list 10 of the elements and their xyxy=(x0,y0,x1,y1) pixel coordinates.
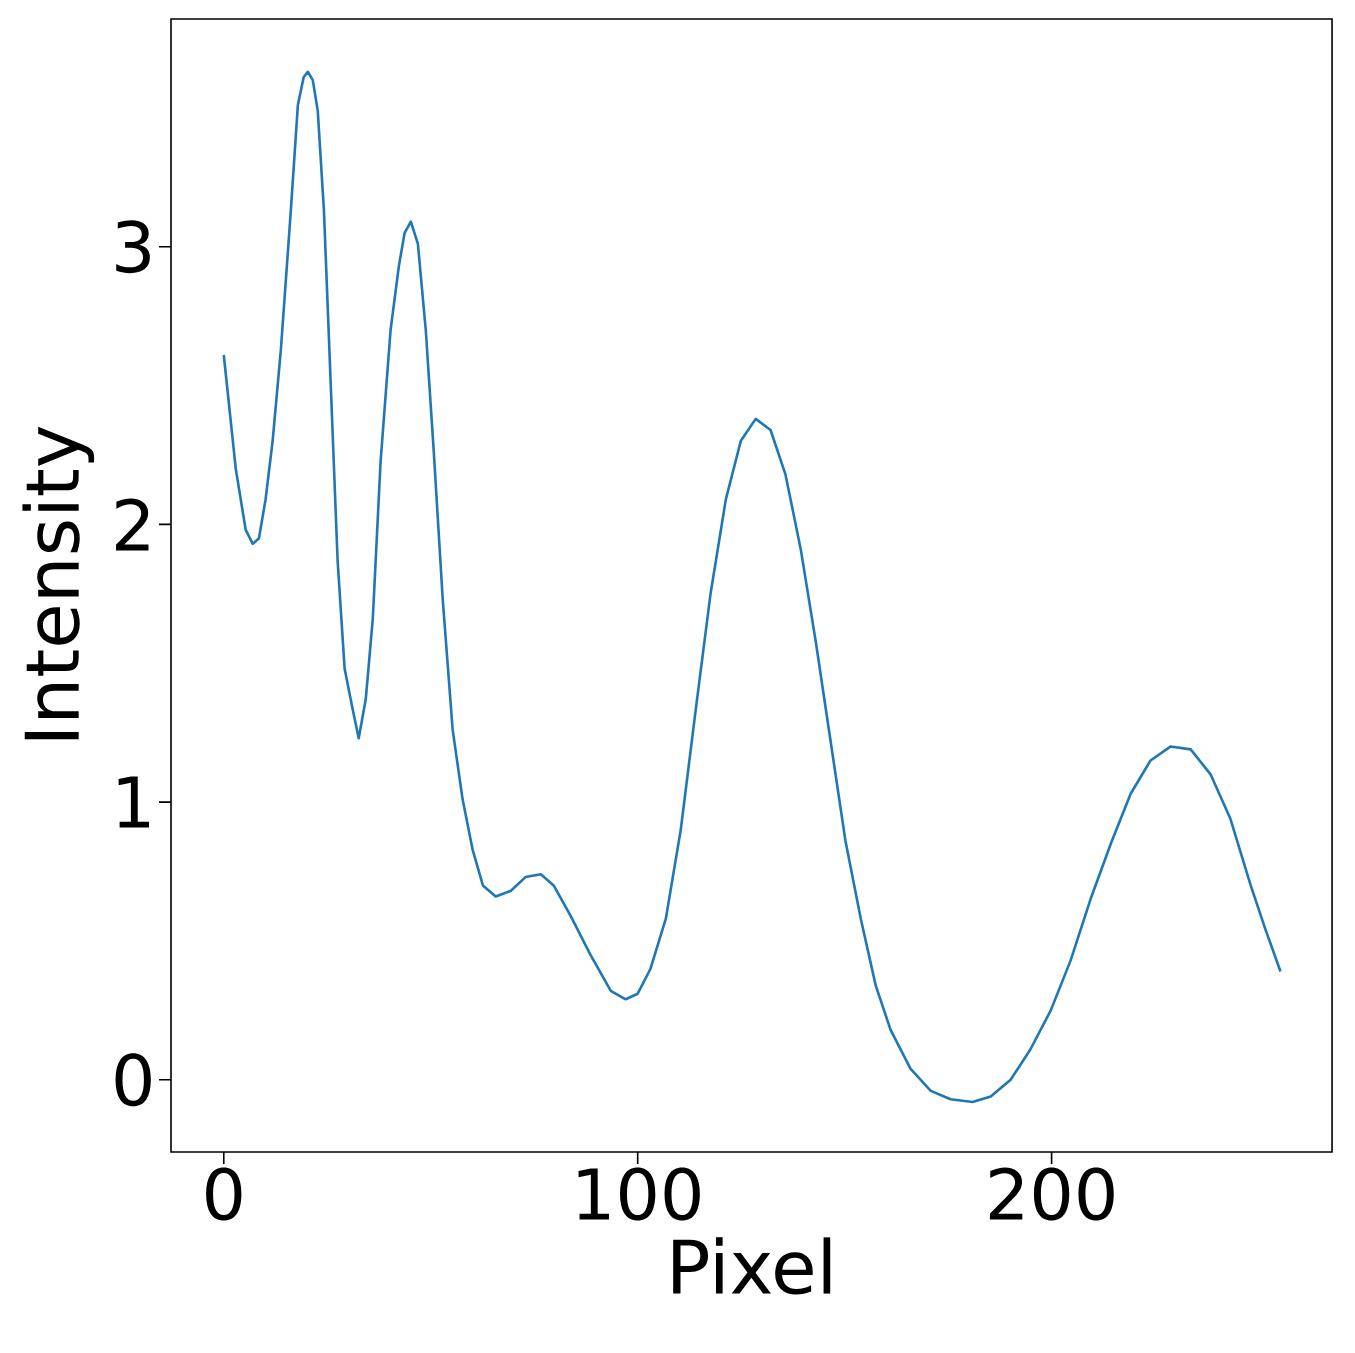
y-axis-title: Intensity xyxy=(22,426,95,740)
line-series xyxy=(222,70,1282,1104)
x-tick-label: 0 xyxy=(206,1167,242,1221)
y-tick-label: 0 xyxy=(115,1053,151,1107)
y-tick-label: 1 xyxy=(118,776,150,828)
y-tick-label: 3 xyxy=(116,220,150,274)
x-tick-label: 200 xyxy=(989,1167,1114,1221)
x-tick-label: 100 xyxy=(578,1167,700,1221)
x-axis-title: Pixel xyxy=(673,1237,831,1295)
y-tick-label: 2 xyxy=(116,498,149,551)
